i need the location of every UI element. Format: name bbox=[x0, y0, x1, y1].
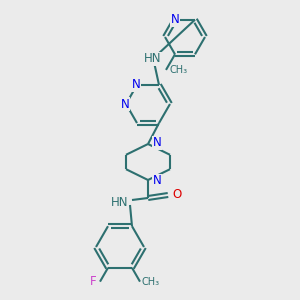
Text: N: N bbox=[171, 13, 179, 26]
Text: CH₃: CH₃ bbox=[169, 65, 187, 75]
Text: N: N bbox=[153, 175, 162, 188]
Text: CH₃: CH₃ bbox=[142, 277, 160, 286]
Text: HN: HN bbox=[110, 196, 128, 208]
Text: HN: HN bbox=[144, 52, 162, 65]
Text: N: N bbox=[132, 78, 140, 92]
Text: N: N bbox=[153, 136, 162, 149]
Text: O: O bbox=[172, 188, 182, 202]
Text: N: N bbox=[121, 98, 129, 110]
Text: F: F bbox=[90, 275, 97, 288]
